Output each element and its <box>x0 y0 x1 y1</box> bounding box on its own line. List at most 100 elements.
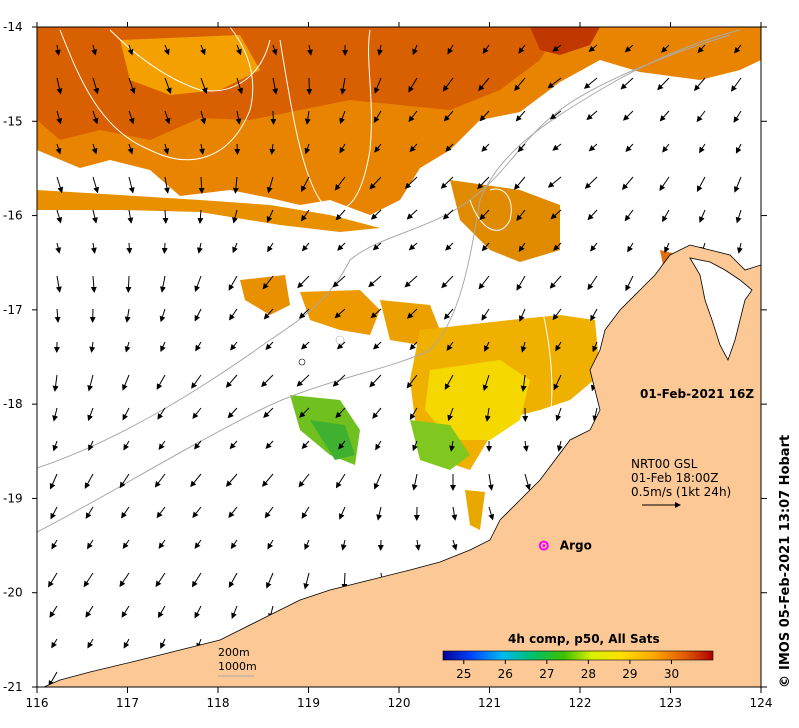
current-arrow <box>232 242 238 254</box>
current-arrow <box>195 341 202 352</box>
current-arrow <box>126 242 133 254</box>
current-arrow <box>232 209 238 224</box>
current-arrow <box>451 506 458 521</box>
current-arrow <box>89 341 96 353</box>
current-arrow <box>555 407 562 422</box>
current-arrow <box>374 77 382 94</box>
current-arrow <box>157 605 166 619</box>
current-arrow <box>404 275 418 288</box>
current-arrow <box>155 572 166 588</box>
sst-patch-green-2 <box>310 420 355 460</box>
current-arrow <box>52 374 59 392</box>
current-arrow <box>549 110 562 120</box>
current-arrow <box>122 539 130 550</box>
current-arrow <box>271 44 278 56</box>
current-arrow <box>588 44 598 53</box>
current-arrow <box>661 44 670 53</box>
current-arrow <box>627 242 634 253</box>
current-arrow <box>406 374 418 389</box>
current-arrow <box>163 44 170 56</box>
current-arrow <box>156 506 166 519</box>
current-arrow <box>162 209 169 224</box>
current-arrow <box>56 110 63 125</box>
y-tick-label--15: -15 <box>3 114 23 128</box>
current-arrow <box>119 473 130 489</box>
current-arrow <box>90 242 97 254</box>
x-tick-label-124: 124 <box>750 696 773 710</box>
current-arrow <box>441 275 454 289</box>
current-arrow <box>191 572 202 588</box>
current-arrow <box>662 143 670 153</box>
current-arrow <box>479 110 490 122</box>
current-arrow <box>735 143 742 154</box>
current-arrow <box>370 308 382 319</box>
current-arrow <box>54 44 61 56</box>
current-arrow <box>236 44 242 56</box>
sst-patch-mid-west <box>240 275 290 315</box>
x-tick-label-118: 118 <box>207 696 230 710</box>
current-arrow <box>372 407 382 419</box>
y-tick-label--19: -19 <box>3 491 23 505</box>
argo-label: Argo <box>560 539 592 553</box>
current-arrow <box>556 440 563 452</box>
current-arrow <box>55 275 62 293</box>
current-arrow <box>225 374 238 388</box>
current-arrow <box>128 77 136 95</box>
current-arrow <box>736 242 743 254</box>
current-arrow <box>735 209 742 224</box>
current-arrow <box>620 77 634 90</box>
current-arrow <box>194 275 202 292</box>
current-arrow <box>304 143 311 155</box>
sst-patch-north-red <box>530 27 600 55</box>
x-tick-label-119: 119 <box>297 696 320 710</box>
colorbar-tick-label-28: 28 <box>581 667 596 681</box>
colorbar <box>442 650 714 661</box>
current-arrow <box>270 110 277 125</box>
current-arrow <box>301 176 310 193</box>
current-arrow <box>368 275 382 288</box>
current-arrow <box>154 473 166 488</box>
current-arrow <box>191 374 202 389</box>
current-arrow <box>123 440 130 451</box>
credit-symbol: © <box>778 675 793 688</box>
current-arrow <box>518 44 526 54</box>
current-arrow <box>164 77 172 94</box>
current-arrow <box>481 143 490 152</box>
current-arrow <box>340 539 347 551</box>
colorbar-tick-label-30: 30 <box>664 667 679 681</box>
current-arrow <box>87 374 94 392</box>
current-arrow <box>232 176 239 194</box>
current-arrow <box>409 143 418 153</box>
current-arrow <box>192 407 202 420</box>
current-arrow <box>198 176 205 194</box>
timestamp-label: 01-Feb-2021 16Z <box>640 387 754 401</box>
isobath-lines <box>37 29 741 533</box>
isobath-legend-1000m: 1000m <box>218 660 257 673</box>
current-arrow <box>657 77 670 91</box>
current-arrow <box>49 473 58 490</box>
current-arrow <box>446 341 454 351</box>
current-arrow <box>659 176 670 192</box>
current-arrow <box>584 176 598 189</box>
current-arrow <box>478 77 490 92</box>
current-arrow <box>332 275 346 288</box>
current-arrow <box>229 440 238 450</box>
current-arrow <box>734 176 742 193</box>
credit-block: © IMOS 05-Feb-2021 13:07 Hobart <box>778 435 793 688</box>
current-arrow <box>698 143 706 154</box>
current-arrow <box>48 671 58 687</box>
current-arrow <box>733 110 742 123</box>
current-arrow <box>625 275 634 292</box>
current-arrow <box>128 110 135 125</box>
current-arrow <box>227 407 238 419</box>
current-arrow <box>662 209 670 223</box>
current-arrow <box>335 209 346 221</box>
current-arrow <box>488 506 495 521</box>
current-arrow <box>125 275 132 293</box>
x-tick-label-122: 122 <box>569 696 592 710</box>
isobath-legend-200m: 200m <box>218 646 250 659</box>
current-arrow <box>552 308 562 321</box>
current-arrow <box>518 242 526 253</box>
current-arrow <box>553 374 562 391</box>
current-arrow <box>261 473 274 487</box>
